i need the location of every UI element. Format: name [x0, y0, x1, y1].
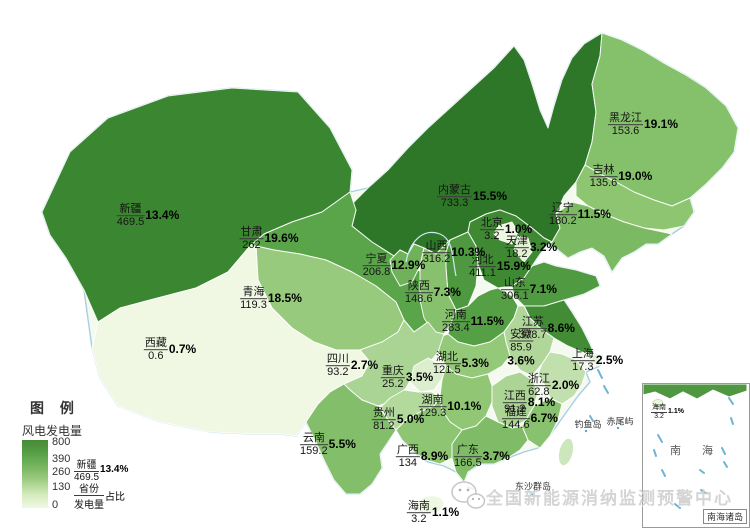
legend-tick: 390 [52, 453, 71, 465]
province-shape-zhejiang [537, 351, 587, 405]
inset-hainan-name: 海南 [651, 404, 667, 413]
island-dots [530, 426, 620, 496]
legend-colorbar [22, 440, 48, 508]
inset-sea-label: 南 海 [669, 445, 723, 457]
province-shape-hainan [415, 495, 445, 515]
province-shape-shanghai [589, 353, 603, 367]
province-shape-yunnan [305, 383, 397, 495]
legend-caption-pct: 占比 [105, 492, 125, 503]
legend-caption-value: 发电量 [74, 500, 104, 511]
legend-caption-province: 省份 [74, 480, 104, 496]
taiwan-island [557, 437, 575, 467]
legend-tick: 0 [52, 499, 59, 511]
legend-ticks: 800 390 260 130 0 [52, 436, 82, 512]
south-china-sea-inset: 海南 3.2 1.1% 南 海 南海诸岛 [642, 383, 750, 528]
legend: 图 例 风电发电量 800 390 260 130 0 新疆 469.5 13.4% 省… [18, 398, 148, 511]
legend-tick: 260 [52, 466, 71, 478]
legend-caption: 省份 发电量 占比 [74, 480, 125, 511]
river-line [405, 231, 457, 277]
province-shape-liaoning [547, 201, 673, 273]
legend-sample-pct: 13.4% [100, 464, 129, 475]
province-shape-guangdong [451, 415, 529, 483]
inset-islands [653, 397, 734, 518]
inset-hainan-pct: 1.1% [668, 408, 684, 416]
legend-sample: 新疆 469.5 13.4% [74, 456, 128, 483]
province-shape-chongqing [409, 357, 445, 393]
legend-title: 图 例 [30, 400, 80, 416]
province-shape-fujian [521, 397, 563, 449]
inset-map [643, 384, 747, 518]
province-shape-jilin [575, 164, 695, 231]
province-shape-beijing [493, 221, 519, 245]
inset-coastline [643, 384, 747, 400]
inset-hainan-label: 海南 3.2 1.1% [651, 404, 684, 420]
inset-hainan-island [652, 399, 664, 407]
inset-islands-label: 南海诸岛 [702, 509, 747, 524]
legend-subtitle: 风电发电量 [22, 424, 83, 438]
legend-sample-value: 469.5 [74, 472, 100, 483]
legend-tick: 130 [52, 481, 71, 493]
inset-hainan-value: 3.2 [654, 412, 664, 420]
legend-tick: 800 [52, 436, 71, 448]
legend-sample-province: 新疆 [74, 456, 100, 472]
